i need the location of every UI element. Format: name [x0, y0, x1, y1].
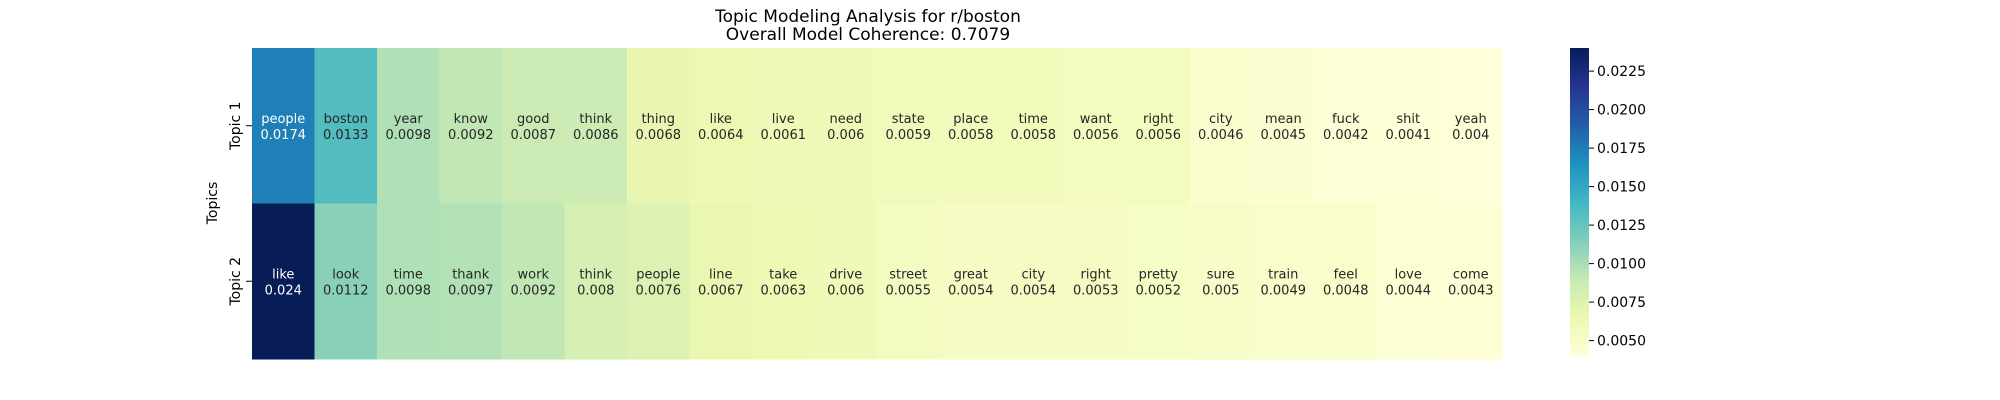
- chart-title-line-2: Overall Model Coherence: 0.7079: [726, 25, 1010, 45]
- cell-word-label: right: [1143, 112, 1174, 127]
- cell-value-label: 0.004: [1452, 128, 1489, 143]
- cell-value-label: 0.0061: [761, 128, 807, 143]
- cell-value-label: 0.008: [577, 283, 614, 298]
- cell-value-label: 0.0053: [1073, 283, 1119, 298]
- cell-value-label: 0.0098: [386, 283, 432, 298]
- cell-value-label: 0.0042: [1323, 128, 1369, 143]
- colorbar-tick-label: 0.0075: [1597, 295, 1646, 311]
- cell-value-label: 0.0112: [323, 283, 369, 298]
- cell-value-label: 0.0063: [761, 283, 807, 298]
- cell-word-label: place: [953, 112, 988, 127]
- cell-value-label: 0.0064: [698, 128, 744, 143]
- cell-word-label: right: [1080, 267, 1111, 282]
- cell-word-label: shit: [1396, 112, 1420, 127]
- cell-word-label: yeah: [1455, 112, 1487, 127]
- cell-word-label: time: [394, 267, 423, 282]
- heatmap-cells: people0.0174boston0.0133year0.0098know0.…: [252, 48, 1503, 360]
- cell-word-label: line: [709, 267, 732, 282]
- cell-value-label: 0.0076: [636, 283, 682, 298]
- cell-word-label: people: [636, 267, 680, 282]
- cell-value-label: 0.0098: [386, 128, 432, 143]
- cell-word-label: year: [394, 112, 424, 127]
- colorbar-tick-label: 0.0100: [1597, 257, 1646, 273]
- cell-value-label: 0.0054: [1011, 283, 1057, 298]
- cell-word-label: work: [518, 267, 550, 282]
- cell-word-label: thank: [452, 267, 490, 282]
- cell-word-label: great: [954, 267, 988, 282]
- row-tick-label: Topic 1: [228, 101, 244, 151]
- cell-value-label: 0.0052: [1136, 283, 1182, 298]
- cell-value-label: 0.005: [1202, 283, 1239, 298]
- cell-value-label: 0.0067: [698, 283, 744, 298]
- y-axis-label: Topics: [205, 182, 221, 226]
- cell-value-label: 0.006: [827, 128, 864, 143]
- cell-word-label: state: [892, 112, 925, 127]
- cell-value-label: 0.006: [827, 283, 864, 298]
- colorbar-tick-label: 0.0125: [1597, 218, 1646, 234]
- cell-value-label: 0.024: [265, 283, 302, 298]
- cell-value-label: 0.0054: [948, 283, 994, 298]
- cell-word-label: know: [454, 112, 489, 127]
- cell-word-label: take: [769, 267, 797, 282]
- cell-word-label: love: [1395, 267, 1422, 282]
- cell-value-label: 0.0058: [948, 128, 994, 143]
- cell-word-label: people: [261, 112, 305, 127]
- cell-value-label: 0.0092: [448, 128, 494, 143]
- cell-word-label: mean: [1265, 112, 1302, 127]
- cell-word-label: time: [1019, 112, 1048, 127]
- cell-value-label: 0.0174: [261, 128, 307, 143]
- cell-value-label: 0.0048: [1323, 283, 1369, 298]
- colorbar-tick-label: 0.0200: [1597, 103, 1646, 119]
- cell-value-label: 0.0043: [1448, 283, 1494, 298]
- cell-value-label: 0.0068: [636, 128, 682, 143]
- cell-value-label: 0.0046: [1198, 128, 1244, 143]
- cell-word-label: like: [272, 267, 294, 282]
- cell-word-label: fuck: [1332, 112, 1360, 127]
- cell-value-label: 0.0133: [323, 128, 369, 143]
- cell-word-label: come: [1453, 267, 1489, 282]
- cell-word-label: city: [1021, 267, 1045, 282]
- cell-value-label: 0.0041: [1386, 128, 1432, 143]
- cell-word-label: street: [889, 267, 927, 282]
- row-tick-labels: Topic 1 Topic 2: [228, 101, 252, 306]
- cell-value-label: 0.0055: [886, 283, 932, 298]
- cell-value-label: 0.0086: [573, 128, 619, 143]
- colorbar-ticks: 0.0050 0.0075 0.0100 0.0125 0.0150 0.0175 0.02…: [1589, 64, 1646, 350]
- cell-word-label: city: [1209, 112, 1233, 127]
- cell-word-label: live: [772, 112, 795, 127]
- cell-value-label: 0.0097: [448, 283, 494, 298]
- colorbar-tick-label: 0.0225: [1597, 64, 1646, 80]
- cell-word-label: like: [710, 112, 732, 127]
- cell-word-label: sure: [1207, 267, 1235, 282]
- cell-word-label: think: [579, 267, 612, 282]
- cell-word-label: boston: [324, 112, 368, 127]
- chart-title-line-1: Topic Modeling Analysis for r/boston: [714, 7, 1021, 27]
- cell-value-label: 0.0087: [511, 128, 557, 143]
- cell-word-label: want: [1080, 112, 1112, 127]
- cell-word-label: thing: [642, 112, 675, 127]
- cell-word-label: train: [1268, 267, 1298, 282]
- colorbar-tick-label: 0.0050: [1597, 334, 1646, 350]
- cell-value-label: 0.0044: [1386, 283, 1432, 298]
- cell-value-label: 0.0045: [1261, 128, 1307, 143]
- row-tick-label: Topic 2: [228, 257, 244, 307]
- cell-word-label: need: [830, 112, 863, 127]
- cell-value-label: 0.0056: [1073, 128, 1119, 143]
- cell-word-label: feel: [1334, 267, 1358, 282]
- cell-word-label: drive: [829, 267, 862, 282]
- colorbar-tick-label: 0.0175: [1597, 141, 1646, 157]
- cell-word-label: look: [332, 267, 360, 282]
- cell-value-label: 0.0092: [511, 283, 557, 298]
- colorbar: [1570, 48, 1589, 356]
- cell-value-label: 0.0049: [1261, 283, 1307, 298]
- cell-value-label: 0.0058: [1011, 128, 1057, 143]
- cell-word-label: think: [579, 112, 612, 127]
- colorbar-tick-label: 0.0150: [1597, 180, 1646, 196]
- cell-value-label: 0.0056: [1136, 128, 1182, 143]
- cell-value-label: 0.0059: [886, 128, 932, 143]
- cell-word-label: good: [517, 112, 549, 127]
- cell-word-label: pretty: [1139, 267, 1179, 282]
